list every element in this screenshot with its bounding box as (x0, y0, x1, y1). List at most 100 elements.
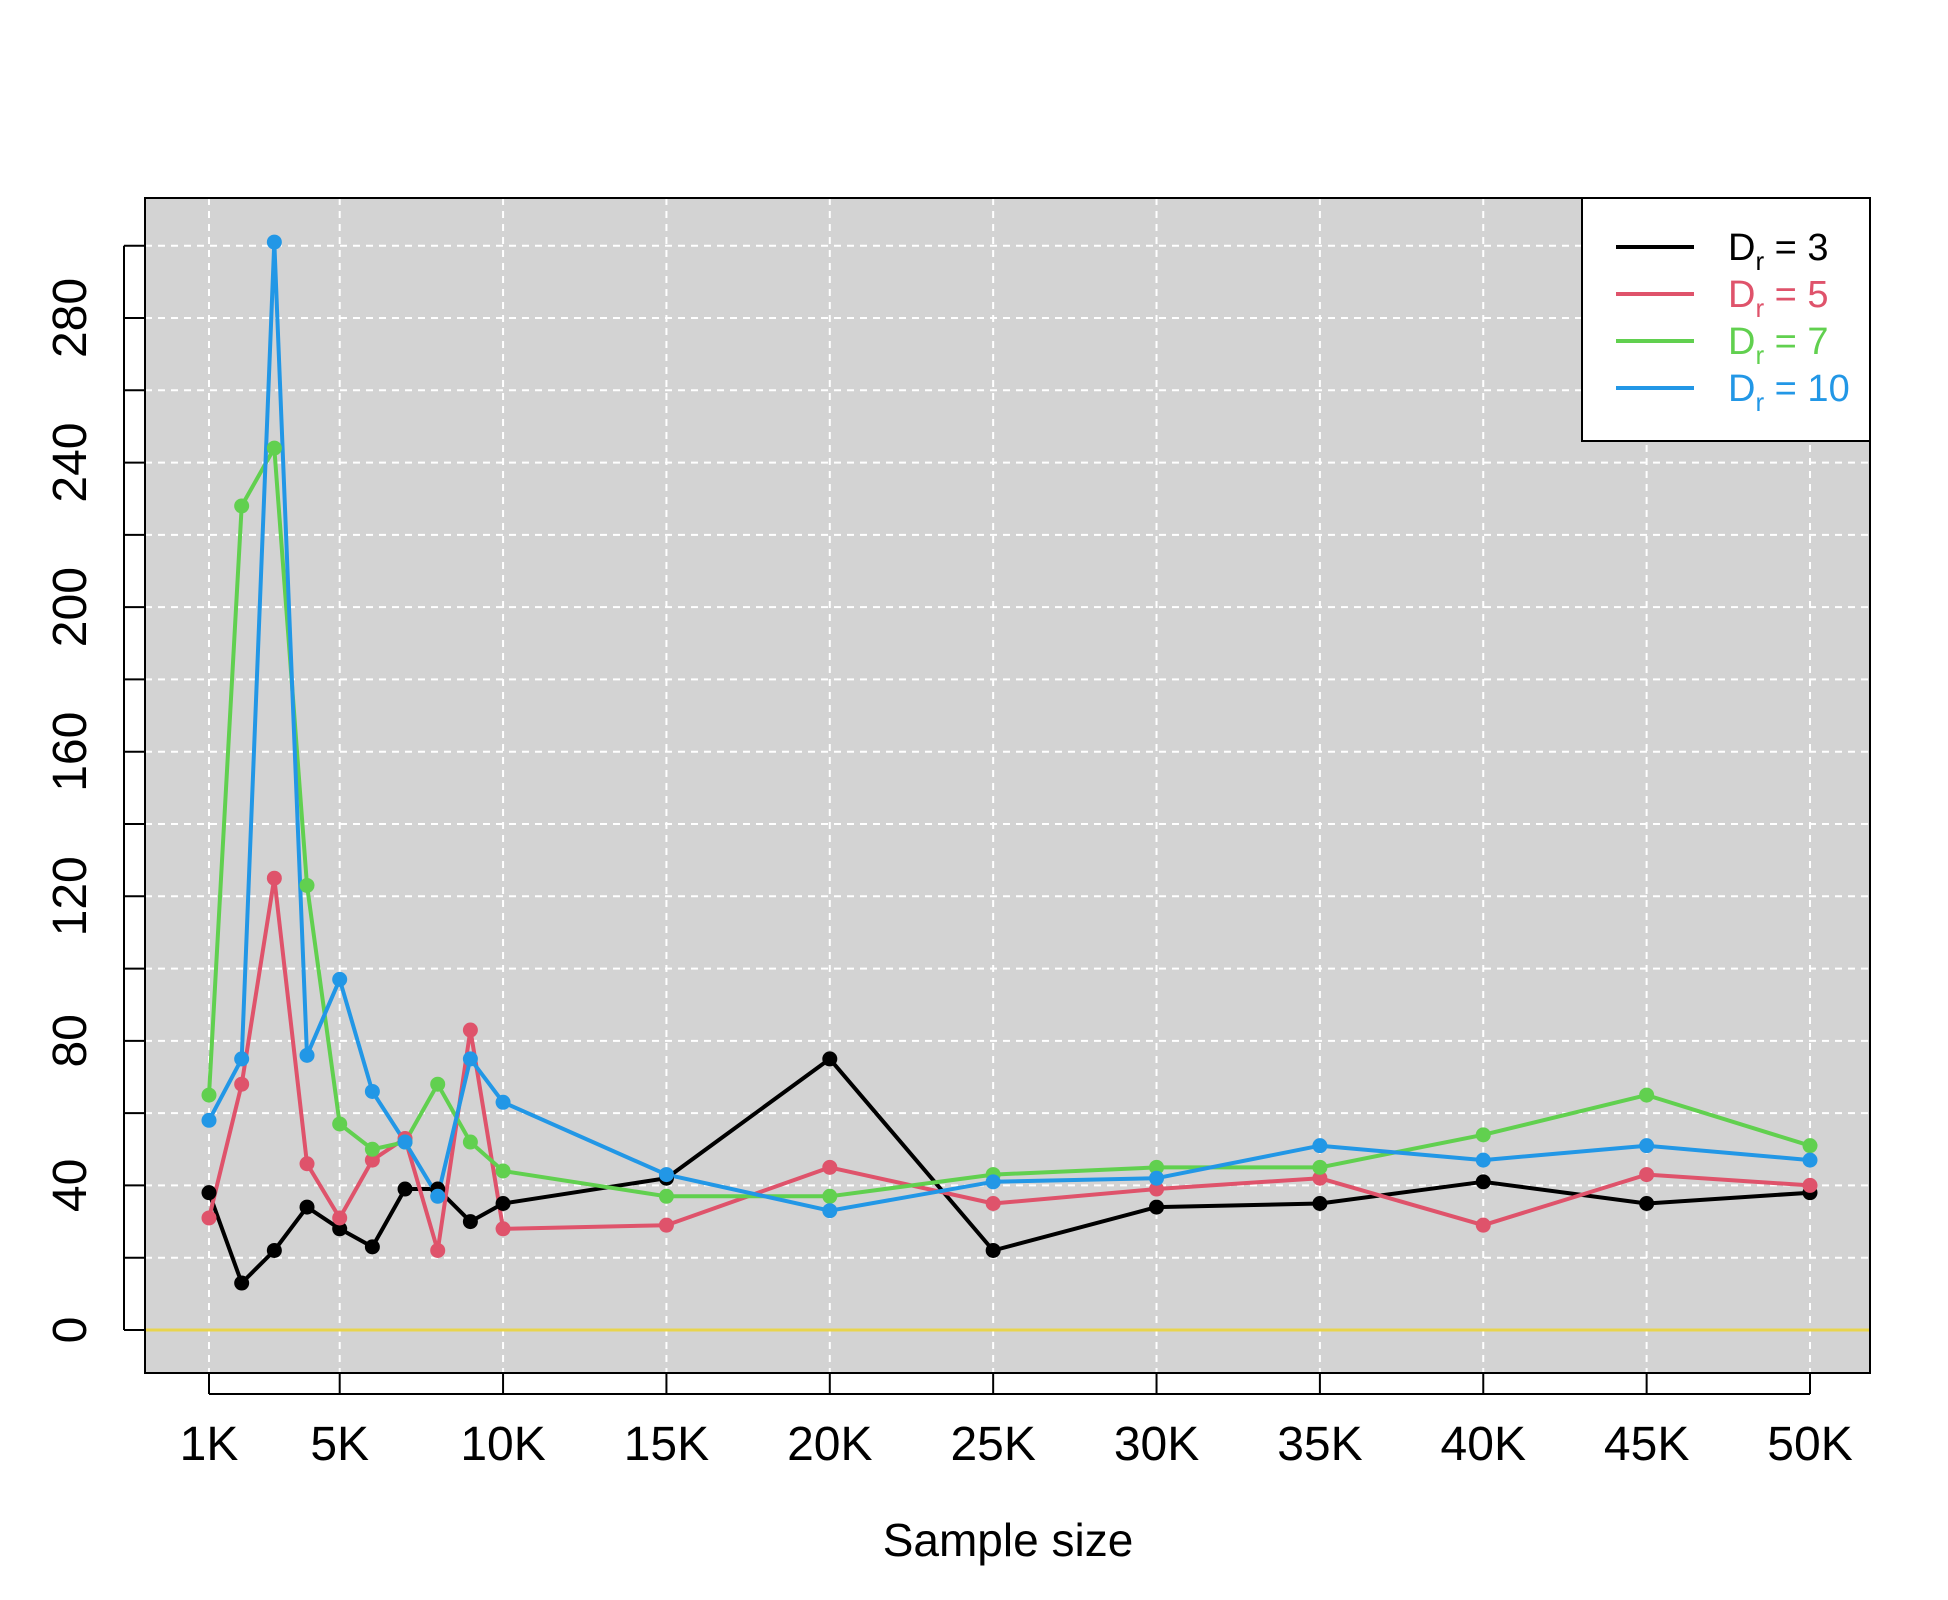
x-tick-label: 35K (1277, 1418, 1362, 1471)
data-point (658, 1167, 674, 1183)
y-tick-label: 200 (44, 567, 97, 647)
data-point (364, 1239, 380, 1255)
legend-label: Dr = 7 (1728, 321, 1829, 370)
data-point (201, 1210, 217, 1226)
data-point (364, 1141, 380, 1157)
data-point (332, 1210, 348, 1226)
data-point (822, 1188, 838, 1204)
data-point (364, 1152, 380, 1168)
legend-label: Dr = 10 (1728, 368, 1850, 417)
data-point (332, 1116, 348, 1132)
data-point (462, 1051, 478, 1067)
data-point (658, 1188, 674, 1204)
legend-label: Dr = 3 (1728, 227, 1829, 276)
data-point (201, 1185, 217, 1201)
data-point (1639, 1196, 1655, 1211)
x-tick-label: 10K (460, 1418, 545, 1471)
data-point (462, 1022, 478, 1038)
x-tick-label: 30K (1114, 1418, 1199, 1471)
data-point (462, 1134, 478, 1150)
y-tick-label: 120 (44, 856, 97, 936)
data-point (1149, 1170, 1165, 1186)
grid-lines (145, 198, 1870, 1373)
series-line-1 (207, 1056, 1811, 1285)
data-point (495, 1196, 511, 1211)
data-point (462, 1214, 478, 1230)
data-point (495, 1221, 511, 1237)
data-point (1312, 1170, 1328, 1186)
data-point (201, 1112, 217, 1128)
series-line-3 (207, 446, 1811, 1199)
y-axis: 0 40 80 120 160 200 240 280 (44, 244, 145, 1344)
data-point (266, 870, 282, 886)
x-axis-title: Sample size (883, 1514, 1134, 1566)
data-point (985, 1196, 1001, 1211)
x-tick-label: 20K (787, 1418, 872, 1471)
y-tick-label: 0 (44, 1317, 97, 1344)
data-point (364, 1083, 380, 1099)
data-point (1475, 1152, 1491, 1168)
data-point (430, 1076, 446, 1092)
data-point (1475, 1174, 1491, 1190)
data-point (495, 1094, 511, 1110)
data-point (299, 877, 315, 893)
data-point (332, 971, 348, 987)
data-point (397, 1181, 413, 1197)
data-point (985, 1242, 1001, 1258)
data-point (299, 1199, 315, 1215)
legend-label: Dr = 5 (1728, 274, 1829, 323)
data-point (1802, 1177, 1818, 1193)
x-axis: 1K 5K 10K 15K 20K 25K 30K 35K 40K 45K 50K (180, 1373, 1853, 1471)
data-point (495, 1163, 511, 1179)
data-point (234, 1275, 250, 1291)
data-point (822, 1203, 838, 1219)
data-point (1312, 1196, 1328, 1211)
data-point (1802, 1138, 1818, 1154)
x-tick-label: 25K (950, 1418, 1035, 1471)
series-lines (207, 240, 1811, 1285)
legend-box (1581, 197, 1871, 442)
series-line-2 (207, 876, 1811, 1253)
data-point (266, 234, 282, 250)
data-point (1149, 1199, 1165, 1215)
data-point (397, 1134, 413, 1150)
series-line-4 (207, 240, 1811, 1213)
data-point (234, 1076, 250, 1092)
data-point (1149, 1159, 1165, 1175)
data-point (985, 1174, 1001, 1190)
data-point (234, 1051, 250, 1067)
x-tick-label: 15K (624, 1418, 709, 1471)
data-point (1312, 1138, 1328, 1154)
y-tick-label: 240 (44, 423, 97, 503)
data-point (430, 1188, 446, 1204)
y-tick-label: 280 (44, 278, 97, 358)
plot-border (144, 197, 1871, 1374)
series-points (201, 234, 1818, 1291)
data-point (332, 1221, 348, 1237)
data-point (201, 1087, 217, 1103)
data-point (822, 1159, 838, 1175)
data-point (430, 1242, 446, 1258)
data-point (299, 1047, 315, 1063)
x-tick-label: 40K (1441, 1418, 1526, 1471)
data-point (299, 1156, 315, 1172)
data-point (266, 1242, 282, 1258)
data-point (1312, 1159, 1328, 1175)
x-tick-label: 45K (1604, 1418, 1689, 1471)
x-tick-label: 5K (310, 1418, 369, 1471)
legend: Dr = 3Dr = 5Dr = 7Dr = 10 (1581, 197, 1871, 442)
data-point (1475, 1217, 1491, 1233)
y-tick-label: 80 (44, 1014, 97, 1067)
data-point (1639, 1167, 1655, 1183)
y-tick-label: 160 (44, 712, 97, 792)
data-point (822, 1051, 838, 1067)
x-tick-label: 1K (180, 1418, 239, 1471)
data-point (1802, 1152, 1818, 1168)
data-point (658, 1217, 674, 1233)
data-point (1149, 1181, 1165, 1197)
y-tick-label: 40 (44, 1159, 97, 1212)
data-point (1639, 1138, 1655, 1154)
data-point (1639, 1087, 1655, 1103)
data-point (266, 440, 282, 456)
